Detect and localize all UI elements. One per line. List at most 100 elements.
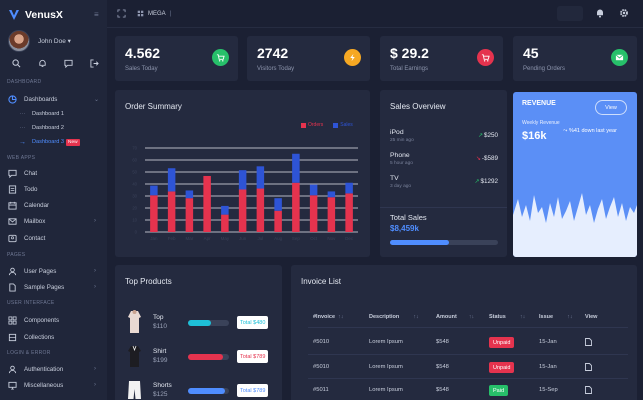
divider (308, 354, 628, 355)
invoice-number: #5011 (313, 387, 329, 393)
fullscreen-icon[interactable] (117, 9, 126, 18)
nav-mailbox[interactable]: Mailbox › (0, 214, 107, 228)
revenue-sparkline (513, 193, 637, 257)
nav-sample-pages[interactable]: Sample Pages › (0, 280, 107, 294)
nav-authentication[interactable]: Authentication › (0, 362, 107, 376)
revenue-card: REVENUE View Weekly Revenue $16k ⤳ %41 d… (513, 92, 637, 257)
nav-miscellaneous[interactable]: Miscellaneous › (0, 378, 107, 392)
legend-swatch (301, 122, 306, 128)
x-tick-label: Feb (168, 236, 176, 241)
view-button[interactable]: View (595, 100, 627, 115)
bar-orders (167, 191, 176, 232)
column-header-view[interactable]: View (585, 314, 597, 320)
bar-sales (327, 191, 336, 198)
chevron-right-icon: › (94, 218, 96, 224)
product-name: Shirt (153, 348, 167, 355)
total-sales-value: $8,459k (390, 224, 419, 233)
x-tick-label: Jan (150, 236, 158, 241)
product-row[interactable]: Top $110 Total $480 (127, 309, 277, 337)
document-icon[interactable] (585, 363, 592, 371)
bar-sales (221, 205, 229, 215)
chat-icon[interactable] (62, 57, 74, 69)
product-row[interactable]: Shirt $199 Total $789 (127, 343, 277, 371)
document-icon[interactable] (585, 338, 592, 346)
invoice-number: #5010 (313, 339, 330, 345)
product-image (128, 381, 141, 399)
y-tick-label: 10 (132, 218, 137, 223)
sales-item-value: $250 (483, 132, 498, 139)
invoice-issue: 15-Jan (539, 339, 557, 345)
bar-orders (256, 188, 265, 232)
bar-orders (221, 214, 229, 232)
nav-user-pages[interactable]: User Pages › (0, 264, 107, 278)
nav-dashboards[interactable]: Dashboards ⌄ (0, 92, 107, 106)
bell-icon[interactable] (36, 57, 48, 69)
nav-collections[interactable]: Collections (0, 330, 107, 344)
y-tick-label: 20 (132, 206, 137, 211)
monitor-icon (8, 381, 17, 390)
user-name[interactable]: John Doe ▾ (38, 38, 71, 45)
nav-label: Miscellaneous (24, 381, 64, 389)
product-row[interactable]: Shorts $125 Total $789 (127, 377, 277, 400)
search-icon[interactable] (10, 57, 22, 69)
logo-icon (9, 10, 19, 20)
bell-icon[interactable] (595, 8, 605, 18)
invoice-issue: 15-Jan (539, 364, 557, 370)
legend-item-orders[interactable]: Orders (301, 122, 323, 128)
legend-item-sales[interactable]: Sales (333, 122, 353, 128)
logout-icon[interactable] (88, 57, 100, 69)
nav-components[interactable]: Components (0, 313, 107, 327)
column-label: Status (489, 314, 506, 320)
nav-label: Chat (24, 169, 38, 177)
mail-icon (611, 49, 628, 66)
mega-menu[interactable]: MEGA | (137, 10, 171, 17)
brand[interactable]: VenusX (8, 9, 63, 21)
avatar[interactable] (8, 30, 30, 52)
nav-dashboard-3[interactable]: → Dashboard 3 New (0, 135, 107, 149)
section-dashboard: DASHBOARD (7, 79, 42, 85)
sidebar-toggle-icon[interactable]: ≡ (94, 10, 99, 19)
stat-value: 4.562 (125, 45, 161, 61)
total-sales-progress (390, 240, 498, 245)
column-header-invoice[interactable]: #Invoice ↑↓ (313, 314, 344, 320)
sort-icon: ↑↓ (519, 314, 526, 320)
document-icon[interactable] (585, 386, 592, 394)
status-badge: Unpaid (489, 337, 515, 348)
column-header-issue[interactable]: Issue ↑↓ (539, 314, 573, 320)
layers-icon (8, 333, 17, 342)
nav-todo[interactable]: Todo (0, 182, 107, 196)
bar-sales (345, 182, 353, 194)
bar-sales (238, 170, 247, 190)
column-header-status[interactable]: Status ↑↓ (489, 314, 525, 320)
nav-label: Dashboard 1 (32, 111, 65, 117)
search-input[interactable] (557, 6, 583, 21)
divider: | (169, 10, 172, 17)
nav-dashboard-1[interactable]: ··· Dashboard 1 (0, 107, 107, 121)
nav-label: Contact (24, 234, 46, 242)
dashboard-icon (8, 94, 17, 104)
nav-calendar[interactable]: Calendar (0, 198, 107, 212)
sales-item[interactable]: TV 3 day ago ↗$1292 (390, 175, 498, 189)
sales-item[interactable]: Phone 5 hour ago ↘-$589 (390, 152, 498, 166)
status-badge: Paid (489, 385, 509, 396)
bar-sales (256, 166, 265, 189)
sales-item-value: -$589 (481, 155, 498, 162)
progress-fill (390, 240, 450, 245)
sales-item-name: iPod (390, 129, 404, 136)
gear-icon[interactable] (619, 8, 629, 18)
stat-value: 45 (523, 45, 539, 61)
sales-item-value-wrap: ↘-$589 (476, 155, 498, 162)
mega-label: MEGA (148, 10, 166, 17)
nav-dashboard-2[interactable]: ··· Dashboard 2 (0, 121, 107, 135)
contact-icon (8, 234, 17, 243)
nav-label: Collections (24, 333, 55, 341)
nav-chat[interactable]: Chat (0, 166, 107, 180)
nav-label: User Pages (24, 267, 57, 275)
bar-sales (292, 153, 300, 183)
sales-item[interactable]: iPod 25 min ago ↗$250 (390, 129, 498, 143)
column-header-amount[interactable]: Amount ↑↓ (436, 314, 474, 320)
nav-label: Components (24, 316, 60, 324)
column-header-description[interactable]: Description ↑↓ (369, 314, 419, 320)
nav-contact[interactable]: Contact (0, 231, 107, 245)
section-webapps: WEB APPS (7, 155, 36, 161)
